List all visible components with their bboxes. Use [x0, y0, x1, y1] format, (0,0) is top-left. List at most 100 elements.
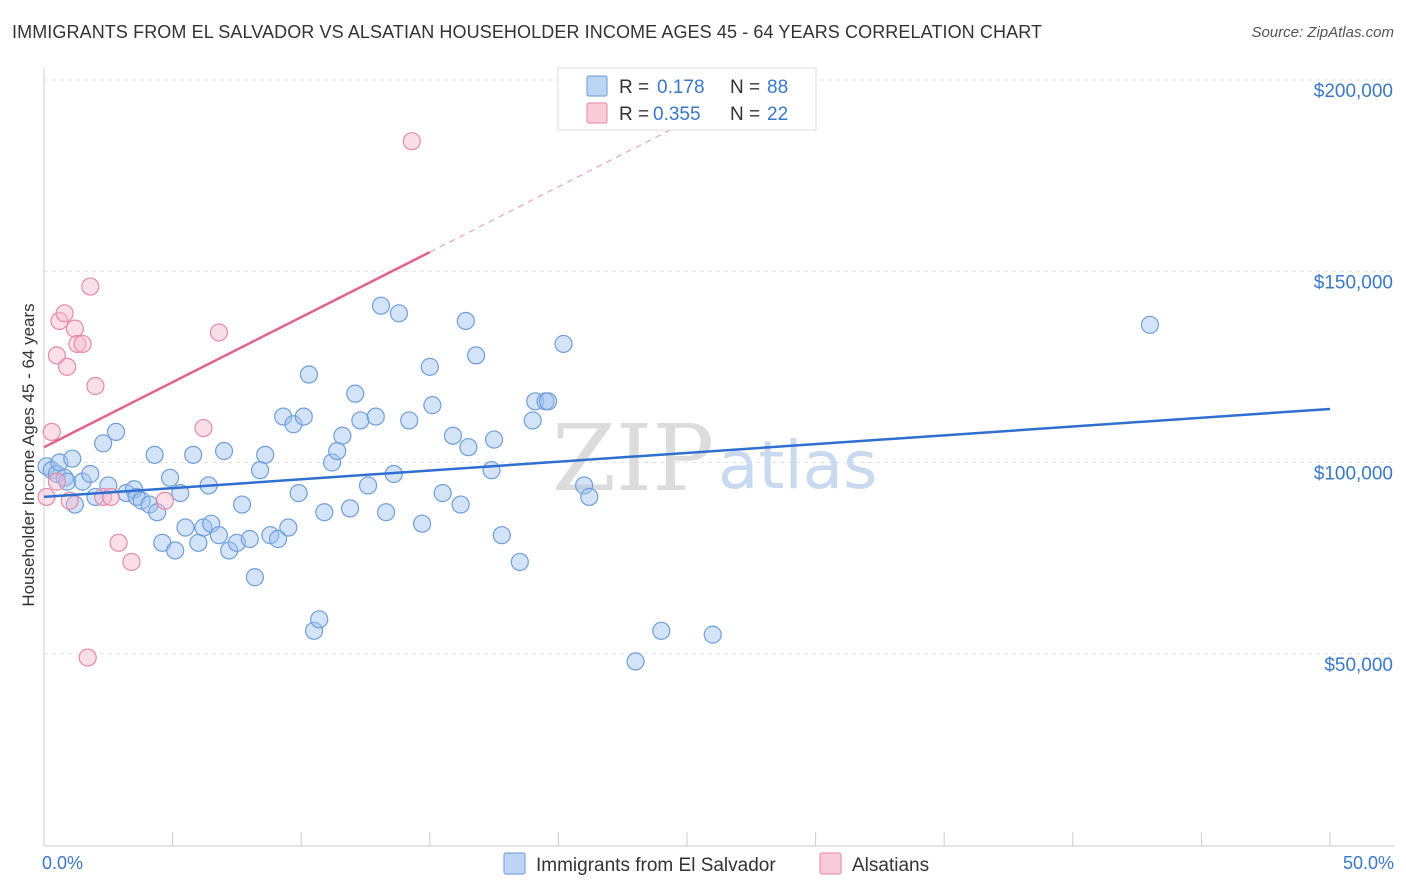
data-point-el-salvador [189, 533, 208, 552]
data-point-el-salvador [279, 518, 298, 537]
data-point-el-salvador [703, 625, 722, 644]
data-point-el-salvador [99, 476, 118, 495]
data-point-el-salvador [315, 503, 334, 522]
data-point-el-salvador [176, 518, 195, 537]
data-point-el-salvador [443, 426, 463, 445]
data-point-el-salvador [358, 476, 378, 495]
data-point-el-salvador [322, 453, 342, 472]
data-point-alsatian [209, 323, 228, 342]
data-point-el-salvador [485, 430, 504, 449]
data-point-alsatian [109, 533, 128, 552]
data-point-el-salvador [523, 411, 542, 430]
data-point-el-salvador [652, 621, 671, 640]
data-point-el-salvador [1140, 315, 1160, 334]
data-point-alsatian [402, 132, 421, 151]
data-point-el-salvador [299, 365, 319, 384]
y-tick-label: $200,000 [1314, 81, 1393, 102]
legend-n-label-blue: N = [730, 77, 760, 98]
legend-r-label-blue: R = [619, 77, 649, 98]
series-legend-swatch-pink [819, 852, 842, 875]
series-legend-label-pink: Alsatians [852, 855, 929, 876]
legend-swatch-blue [586, 75, 608, 97]
trend-line-el-salvador [43, 407, 1331, 499]
data-point-el-salvador [626, 652, 645, 671]
data-point-el-salvador [423, 396, 442, 415]
series-legend-label-blue: Immigrants from El Salvador [536, 855, 776, 876]
legend-swatch-pink [586, 102, 608, 124]
data-point-el-salvador [433, 484, 452, 503]
source-label: Source: ZipAtlas.com [1251, 24, 1394, 41]
data-point-el-salvador [268, 529, 288, 549]
data-point-el-salvador [456, 311, 475, 331]
y-tick-labels: $50,000 $100,000 $150,000 $200,000 [1314, 81, 1393, 676]
data-point-alsatian [47, 472, 66, 491]
watermark-zip: ZIP [552, 405, 714, 512]
data-point-alsatian [86, 376, 105, 396]
data-point-el-salvador [328, 441, 347, 461]
x-tick-label-max: 50.0% [1343, 853, 1394, 873]
data-point-el-salvador [366, 407, 385, 426]
data-point-el-salvador [232, 495, 252, 514]
data-point-el-salvador [220, 541, 239, 560]
data-point-el-salvador [412, 514, 432, 533]
data-point-el-salvador [214, 441, 234, 461]
y-tick-label: $50,000 [1324, 655, 1393, 676]
data-point-el-salvador [240, 529, 259, 549]
legend-n-value-blue: 88 [767, 77, 788, 98]
data-point-alsatian [122, 552, 141, 572]
legend-n-value-pink: 22 [767, 104, 788, 125]
data-point-el-salvador [575, 476, 594, 495]
data-point-alsatian [155, 491, 174, 510]
data-point-el-salvador [389, 304, 409, 323]
chart-title: IMMIGRANTS FROM EL SALVADOR VS ALSATIAN … [12, 22, 1043, 42]
data-point-el-salvador [539, 392, 558, 411]
data-point-alsatian [194, 418, 213, 438]
data-point-el-salvador [351, 411, 370, 430]
data-point-el-salvador [81, 464, 100, 484]
data-point-alsatian [68, 334, 87, 354]
data-point-el-salvador [376, 503, 396, 522]
data-point-alsatian [73, 334, 92, 354]
trend-line-alsatians [43, 251, 431, 449]
data-point-el-salvador [340, 499, 360, 518]
data-point-el-salvador [94, 434, 113, 453]
data-point-alsatian [47, 346, 66, 365]
data-point-el-salvador [63, 449, 82, 468]
legend-r-value-blue: 0.178 [657, 77, 705, 98]
series-el-salvador-points [37, 296, 1160, 671]
data-point-el-salvador [526, 392, 545, 411]
data-point-el-salvador [492, 526, 511, 545]
y-axis-label: Householder Income Ages 45 - 64 years [19, 303, 38, 606]
y-tick-label: $150,000 [1314, 272, 1393, 293]
data-point-alsatian [78, 648, 97, 667]
data-point-el-salvador [346, 384, 365, 403]
data-point-el-salvador [184, 445, 203, 464]
data-point-el-salvador [510, 552, 529, 572]
data-point-el-salvador [245, 568, 265, 587]
y-tick-label: $100,000 [1314, 464, 1393, 485]
data-point-alsatian [42, 422, 61, 441]
data-point-el-salvador [466, 346, 486, 365]
data-point-el-salvador [274, 407, 293, 426]
data-point-el-salvador [166, 541, 185, 560]
data-point-el-salvador [310, 610, 329, 629]
data-point-el-salvador [145, 445, 164, 464]
data-point-alsatian [55, 304, 74, 323]
data-point-el-salvador [580, 487, 599, 507]
data-point-el-salvador [294, 407, 313, 426]
legend-r-value-pink: 0.355 [653, 104, 701, 125]
data-point-el-salvador [289, 484, 308, 503]
data-point-el-salvador [209, 526, 228, 545]
data-point-el-salvador [304, 621, 324, 640]
data-point-el-salvador [400, 411, 419, 430]
data-point-el-salvador [250, 461, 270, 480]
gridlines [44, 79, 1394, 655]
data-point-el-salvador [554, 334, 573, 354]
data-point-el-salvador [420, 357, 439, 376]
data-point-el-salvador [160, 468, 180, 487]
series-legend-swatch-blue [503, 852, 526, 875]
watermark-atlas: atlas [718, 427, 878, 504]
data-point-el-salvador [256, 445, 275, 464]
data-point-el-salvador [106, 422, 126, 441]
